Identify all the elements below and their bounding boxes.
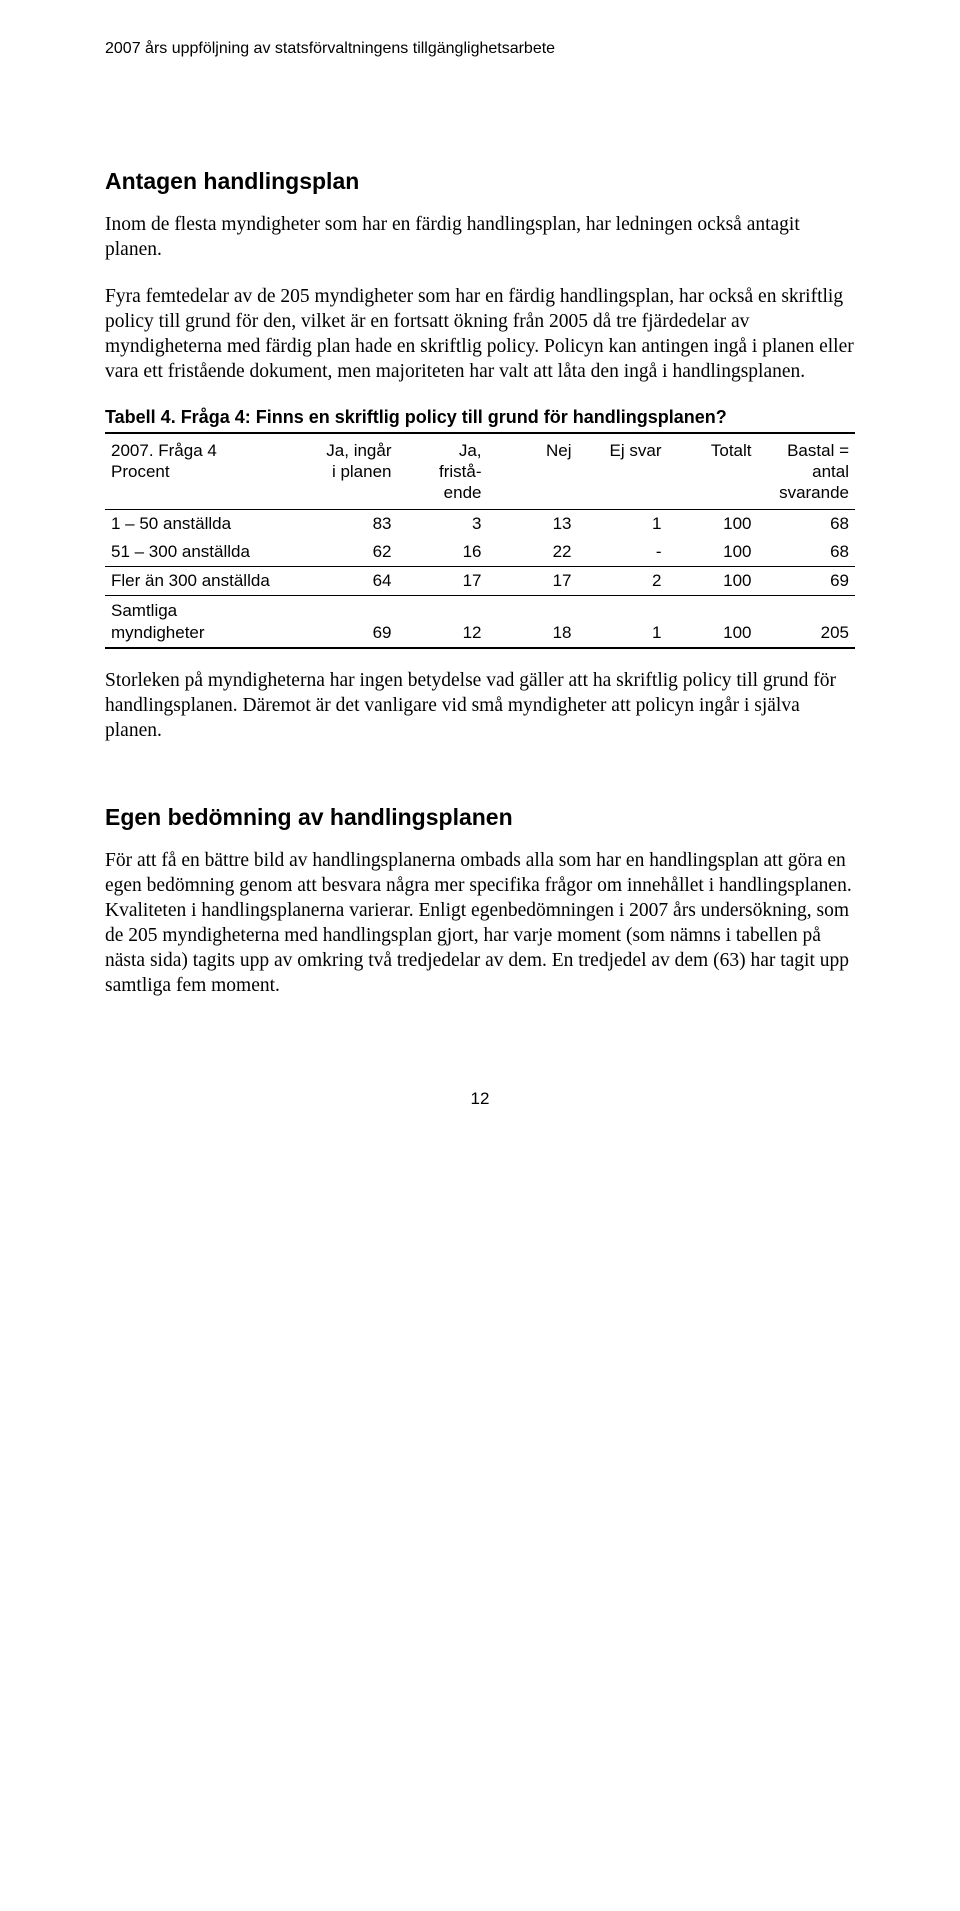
table-cell: 68 (758, 510, 856, 539)
header-text: fristå- (439, 462, 482, 481)
table-cell: 205 (758, 596, 856, 648)
section-title-2: Egen bedömning av handlingsplanen (105, 804, 855, 831)
table-cell: 68 (758, 538, 856, 567)
header-text: antal (812, 462, 849, 481)
paragraph: Storleken på myndigheterna har ingen bet… (105, 669, 855, 744)
table-cell: 100 (668, 510, 758, 539)
table-row: Samtliga myndigheter 69 12 18 1 100 205 (105, 596, 855, 648)
table-cell: Samtliga myndigheter (105, 596, 308, 648)
table-cell: 62 (308, 538, 398, 567)
table-cell: 22 (488, 538, 578, 567)
table-row: Fler än 300 anställda 64 17 17 2 100 69 (105, 567, 855, 596)
table-header-cell: Totalt (668, 433, 758, 510)
header-text: Ja, ingår (326, 441, 391, 460)
table-cell: 1 – 50 anställda (105, 510, 308, 539)
table-cell: 17 (398, 567, 488, 596)
table-cell: 16 (398, 538, 488, 567)
table-header-cell: Nej (488, 433, 578, 510)
table-cell: 1 (578, 596, 668, 648)
table-cell: 100 (668, 538, 758, 567)
table-header-cell: 2007. Fråga 4 Procent (105, 433, 308, 510)
table-row: 51 – 300 anställda 62 16 22 - 100 68 (105, 538, 855, 567)
section-title-1: Antagen handlingsplan (105, 168, 855, 195)
table-cell: 100 (668, 567, 758, 596)
header-text: i planen (332, 462, 392, 481)
table-header-cell: Ja, ingår i planen (308, 433, 398, 510)
header-text: ende (444, 483, 482, 502)
paragraph: Inom de flesta myndigheter som har en fä… (105, 213, 855, 263)
table-header-row: 2007. Fråga 4 Procent Ja, ingår i planen… (105, 433, 855, 510)
table-cell: 51 – 300 anställda (105, 538, 308, 567)
cell-text: Samtliga (111, 601, 177, 620)
table-cell: 69 (758, 567, 856, 596)
table-header-cell: Ej svar (578, 433, 668, 510)
table-cell: 3 (398, 510, 488, 539)
table-row: 1 – 50 anställda 83 3 13 1 100 68 (105, 510, 855, 539)
page-container: 2007 års uppföljning av statsförvaltning… (0, 0, 960, 1169)
header-text: svarande (779, 483, 849, 502)
table-cell: Fler än 300 anställda (105, 567, 308, 596)
table-cell: 1 (578, 510, 668, 539)
header-text: Procent (111, 462, 170, 481)
table-cell: 2 (578, 567, 668, 596)
table-cell: 12 (398, 596, 488, 648)
table-header-cell: Ja, fristå- ende (398, 433, 488, 510)
table-cell: 64 (308, 567, 398, 596)
header-text: Bastal = (787, 441, 849, 460)
table-cell: - (578, 538, 668, 567)
table-header-cell: Bastal = antal svarande (758, 433, 856, 510)
table-cell: 100 (668, 596, 758, 648)
table-cell: 17 (488, 567, 578, 596)
table-cell: 13 (488, 510, 578, 539)
cell-text: myndigheter (111, 623, 205, 642)
page-number: 12 (105, 1089, 855, 1109)
table-cell: 18 (488, 596, 578, 648)
header-text: Ja, (459, 441, 482, 460)
running-header: 2007 års uppföljning av statsförvaltning… (105, 40, 855, 58)
table-cell: 83 (308, 510, 398, 539)
table-caption: Tabell 4. Fråga 4: Finns en skriftlig po… (105, 407, 855, 428)
paragraph: För att få en bättre bild av handlingspl… (105, 849, 855, 999)
table-4: 2007. Fråga 4 Procent Ja, ingår i planen… (105, 432, 855, 649)
paragraph: Fyra femtedelar av de 205 myndigheter so… (105, 285, 855, 385)
header-text: 2007. Fråga 4 (111, 441, 217, 460)
table-cell: 69 (308, 596, 398, 648)
